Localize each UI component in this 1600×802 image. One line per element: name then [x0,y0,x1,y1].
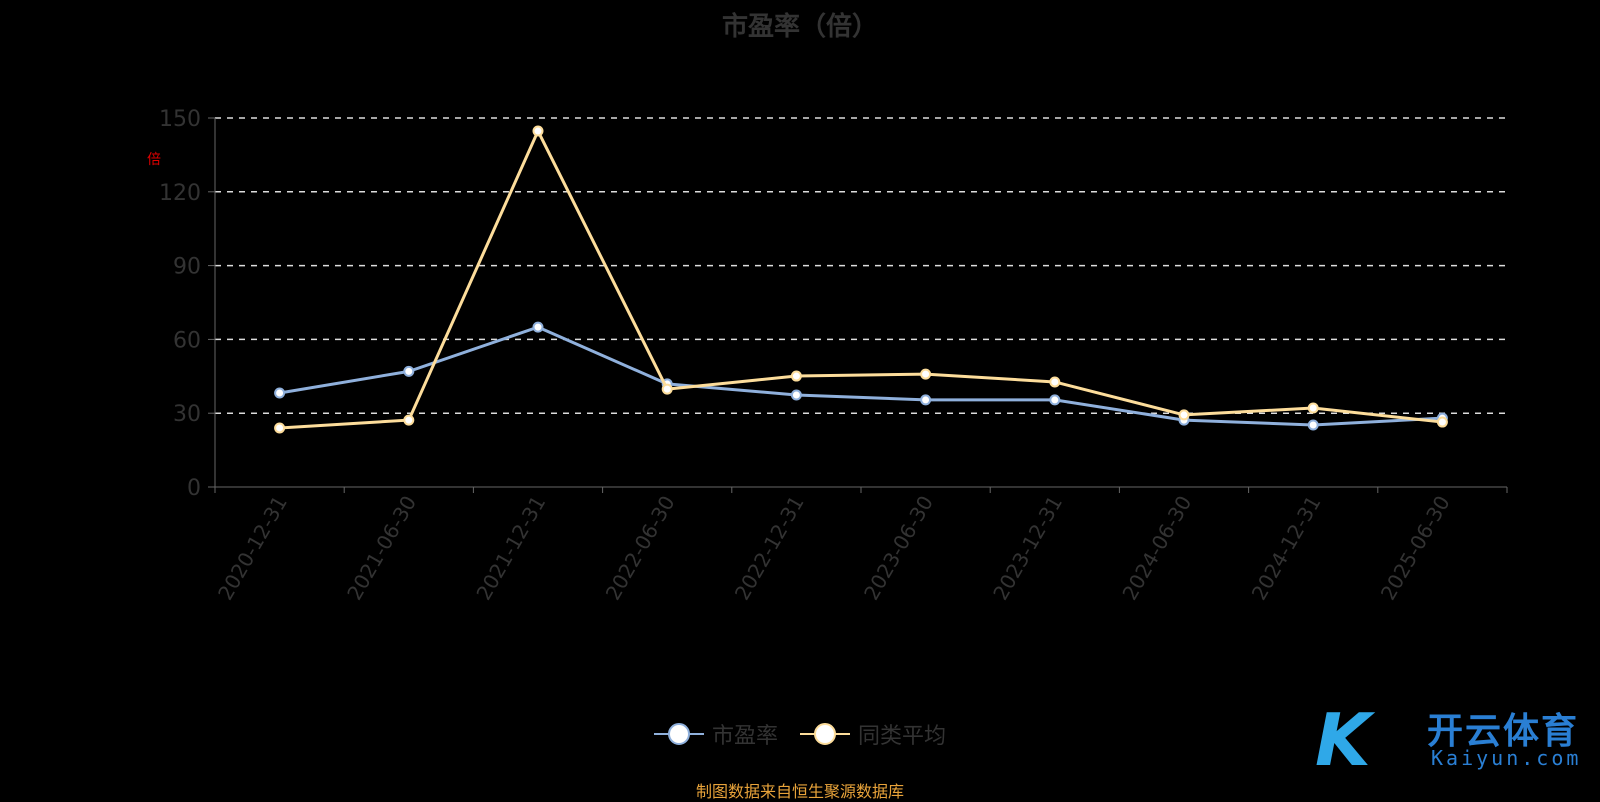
legend-marker-pe [653,722,704,746]
data-point-1 [1307,402,1319,414]
logo-k-mark: K [1315,698,1371,782]
y-tick-label: 150 [159,107,201,132]
data-point-1 [920,368,932,380]
data-point-0 [790,389,802,401]
legend-label-peer-avg: 同类平均 [858,724,947,749]
legend: 市盈率 同类平均 [0,718,1600,750]
data-point-1 [1049,376,1061,388]
y-tick-label: 30 [173,402,201,427]
x-tick-label: 2022-12-31 [730,492,809,605]
kaiyun-logo: K 开云体育 Kaiyun.com [1315,700,1595,780]
y-tick-label: 0 [187,476,201,501]
data-point-0 [274,387,286,399]
data-point-1 [532,125,544,137]
x-tick-label: 2024-06-30 [1117,492,1196,605]
logo-cn: 开云体育 [1427,711,1580,752]
data-point-1 [274,422,286,434]
data-point-1 [1178,409,1190,421]
data-point-1 [403,414,415,426]
x-tick-label: 2022-06-30 [601,492,680,605]
x-tick-label: 2025-06-30 [1376,492,1455,605]
legend-label-pe: 市盈率 [711,724,778,749]
data-point-0 [532,321,544,333]
data-point-1 [661,383,673,395]
x-tick-label: 2020-12-31 [213,492,292,605]
x-tick-label: 2023-12-31 [988,492,1067,605]
y-tick-label: 120 [159,181,201,206]
x-tick-label: 2021-12-31 [471,492,550,605]
x-tick-label: 2021-06-30 [342,492,421,605]
source-note: 制图数据来自恒生聚源数据库 [695,782,904,801]
data-point-0 [403,365,415,377]
chart-title: 市盈率（倍） [721,12,878,42]
legend-item-pe[interactable]: 市盈率 [653,718,778,750]
data-point-1 [1436,416,1448,428]
x-tick-label: 2024-12-31 [1247,492,1326,605]
data-point-0 [1307,419,1319,431]
data-point-0 [1049,394,1061,406]
legend-item-peer-avg[interactable]: 同类平均 [800,718,946,750]
y-axis-label: 倍 [147,152,161,168]
data-point-0 [920,394,932,406]
y-tick-label: 90 [173,255,201,280]
series-line-0 [279,325,1443,427]
series-line-1 [279,127,1443,430]
y-tick-label: 60 [173,328,201,353]
data-point-1 [790,370,802,382]
legend-marker-peer-avg [800,722,850,746]
logo-en: Kaiyun.com [1431,746,1582,770]
x-tick-label: 2023-06-30 [859,492,938,605]
line-chart: 0 30 60 90 120 150 倍 2020-12-31 2021-06-30 2021-1… [147,107,1508,605]
